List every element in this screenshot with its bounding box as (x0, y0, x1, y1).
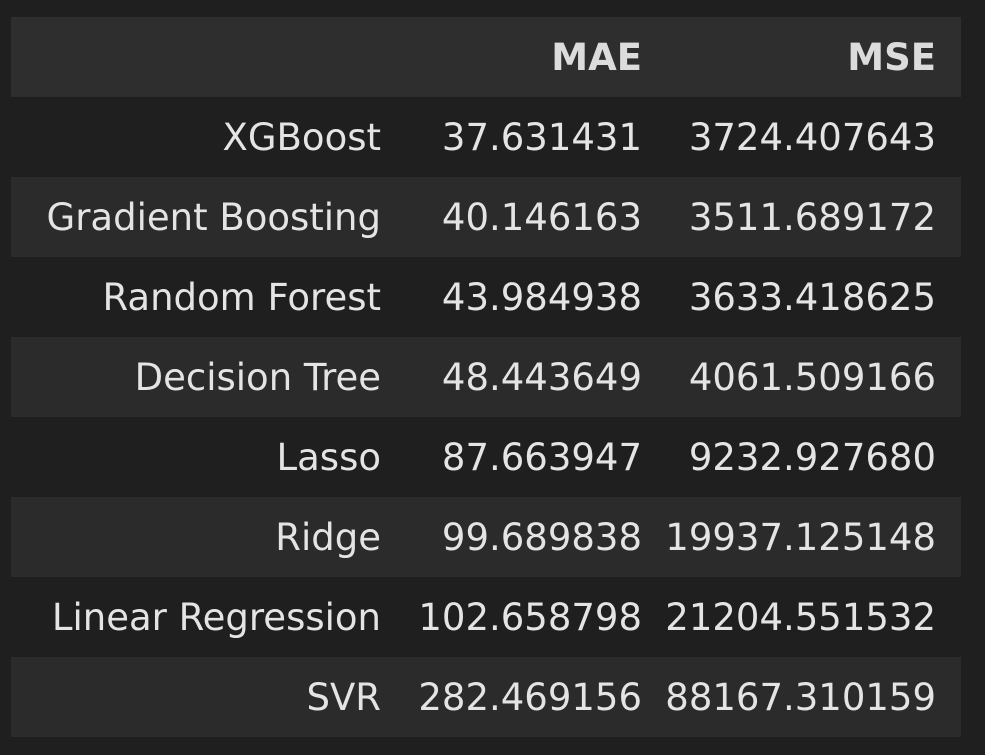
table-row: Lasso 87.663947 9232.927680 (11, 417, 961, 497)
mae-cell: 87.663947 (441, 435, 642, 479)
mae-cell: 37.631431 (441, 115, 642, 159)
model-name-cell: Decision Tree (134, 355, 381, 399)
mse-cell: 88167.310159 (665, 675, 936, 719)
table-row: Linear Regression 102.658798 21204.55153… (11, 577, 961, 657)
model-name-cell: Ridge (275, 515, 381, 559)
mse-cell: 3724.407643 (688, 115, 936, 159)
model-name-cell: Lasso (276, 435, 381, 479)
mae-cell: 43.984938 (441, 275, 642, 319)
results-table-container: MAE MSE XGBoost 37.631431 3724.407643 Gr… (11, 17, 961, 737)
mse-cell: 3511.689172 (688, 195, 936, 239)
model-name-cell: SVR (306, 675, 381, 719)
model-name-cell: Linear Regression (51, 595, 381, 639)
table-row: XGBoost 37.631431 3724.407643 (11, 97, 961, 177)
mae-cell: 48.443649 (441, 355, 642, 399)
model-name-cell: Random Forest (102, 275, 382, 319)
table-row: SVR 282.469156 88167.310159 (11, 657, 961, 737)
model-metrics-table: MAE MSE XGBoost 37.631431 3724.407643 Gr… (11, 17, 961, 737)
mae-cell: 102.658798 (418, 595, 642, 639)
mse-header: MSE (847, 35, 936, 79)
mae-cell: 99.689838 (441, 515, 642, 559)
index-header (11, 17, 391, 97)
mse-cell: 9232.927680 (688, 435, 936, 479)
mae-header: MAE (551, 35, 642, 79)
table-row: Ridge 99.689838 19937.125148 (11, 497, 961, 577)
mse-cell: 4061.509166 (688, 355, 936, 399)
mse-cell: 3633.418625 (688, 275, 936, 319)
mae-cell: 282.469156 (418, 675, 642, 719)
table-row: Decision Tree 48.443649 4061.509166 (11, 337, 961, 417)
mae-cell: 40.146163 (441, 195, 642, 239)
mse-cell: 21204.551532 (665, 595, 936, 639)
model-name-cell: XGBoost (222, 115, 381, 159)
model-name-cell: Gradient Boosting (46, 195, 381, 239)
table-header-row: MAE MSE (11, 17, 961, 97)
table-row: Random Forest 43.984938 3633.418625 (11, 257, 961, 337)
table-row: Gradient Boosting 40.146163 3511.689172 (11, 177, 961, 257)
mse-cell: 19937.125148 (665, 515, 936, 559)
